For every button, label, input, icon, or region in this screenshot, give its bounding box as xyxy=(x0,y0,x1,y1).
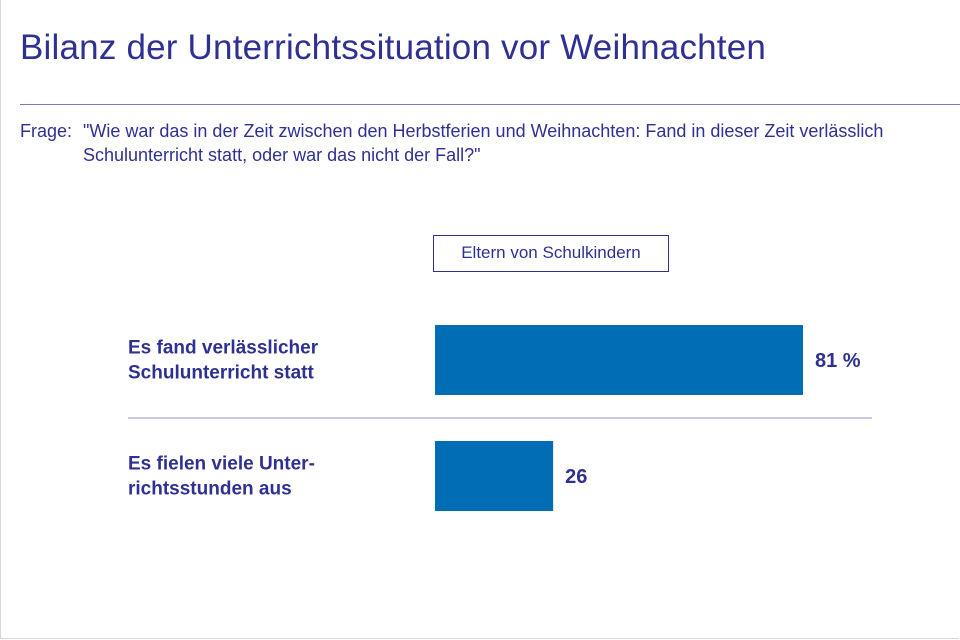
question-label: Frage: xyxy=(20,121,73,141)
value-label-2: 26 xyxy=(565,466,587,488)
category-label-2-line-1: Es fielen viele Unter- xyxy=(128,454,315,475)
chart-title: Bilanz der Unterrichtssituation vor Weih… xyxy=(20,28,767,67)
question-text: "Wie war das in der Zeit zwischen den He… xyxy=(83,121,884,165)
survey-question: Frage: "Wie war das in der Zeit zwischen… xyxy=(20,119,920,167)
category-label-1-line-2: Schulunterricht statt xyxy=(128,363,314,384)
category-label-2-line-2: richtsstunden aus xyxy=(128,479,292,500)
bar-1 xyxy=(435,325,803,395)
value-label-1: 81 % xyxy=(815,350,861,372)
legend-entry: Eltern von Schulkindern xyxy=(433,235,669,272)
category-label-1-line-1: Es fand verlässlicher xyxy=(128,338,319,359)
title-divider xyxy=(20,104,960,105)
bar-2 xyxy=(435,441,554,511)
